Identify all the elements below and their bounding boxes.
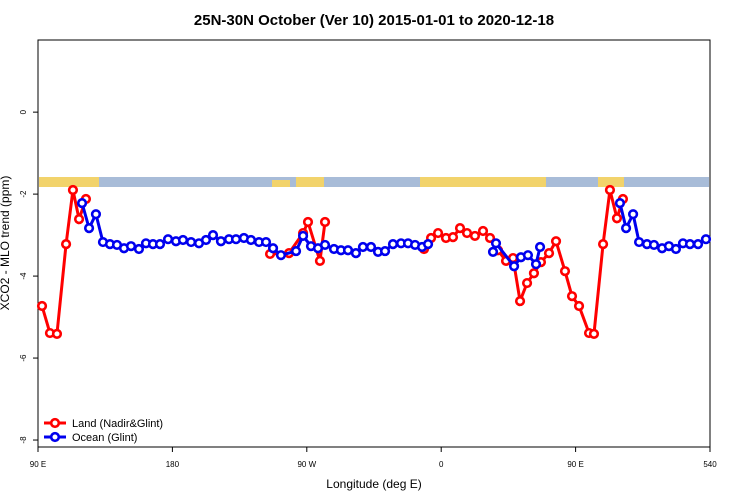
x-tick-label: 90 E	[567, 460, 583, 469]
y-tick-label: -2	[19, 190, 28, 198]
point	[200, 234, 212, 246]
point	[342, 245, 354, 256]
chart-title: 25N-30N October (Ver 10) 2015-01-01 to 2…	[194, 12, 554, 29]
land-ocean-strip	[39, 177, 709, 187]
point	[566, 291, 578, 302]
point	[534, 241, 546, 253]
point	[573, 300, 585, 312]
point	[297, 230, 309, 242]
x-tick-label: 90 W	[297, 460, 316, 469]
point	[67, 184, 79, 196]
plot-frame	[37, 39, 711, 448]
x-tick-label: 90 E	[30, 460, 46, 469]
point	[597, 239, 609, 250]
point	[454, 223, 466, 234]
point	[469, 230, 481, 242]
point	[620, 223, 632, 234]
point	[90, 209, 102, 220]
point	[133, 243, 145, 255]
point	[319, 216, 331, 228]
legend-label: Land (Nadir&Glint)	[72, 418, 163, 430]
point	[461, 227, 473, 239]
point	[73, 214, 85, 225]
point	[387, 239, 399, 250]
land-segment	[598, 177, 624, 187]
point	[365, 241, 377, 253]
point	[245, 234, 257, 246]
point	[125, 241, 137, 252]
point	[633, 236, 645, 248]
point	[530, 259, 542, 270]
y-tick-label: -4	[19, 272, 28, 280]
point	[83, 223, 95, 234]
land-segment	[296, 177, 324, 187]
point	[267, 243, 279, 254]
legend-swatch-marker	[49, 431, 61, 443]
point	[588, 328, 600, 339]
y-tick-label: -8	[19, 436, 28, 444]
point	[490, 238, 502, 249]
point	[521, 277, 533, 289]
point	[692, 239, 704, 250]
point	[604, 184, 616, 196]
point	[648, 239, 660, 251]
point	[528, 268, 540, 279]
land-segment	[39, 177, 99, 187]
y-tick-label: 0	[19, 109, 28, 114]
point	[543, 248, 555, 259]
point	[559, 266, 571, 277]
land-segment	[420, 177, 546, 187]
point	[627, 209, 639, 220]
point	[514, 295, 526, 307]
point	[700, 234, 712, 245]
point	[230, 234, 242, 245]
point	[508, 261, 520, 272]
y-axis-label: XCO2 - MLO trend (ppm)	[0, 176, 12, 311]
point	[76, 198, 88, 209]
land-segment	[272, 180, 290, 187]
point	[447, 232, 459, 243]
point	[60, 239, 72, 250]
point	[185, 236, 197, 248]
x-tick-label: 180	[166, 460, 180, 469]
point	[154, 239, 166, 250]
point	[260, 236, 272, 248]
point	[611, 213, 623, 224]
point	[550, 236, 562, 247]
legend-label: Ocean (Glint)	[72, 432, 137, 444]
x-axis-label: Longitude (deg E)	[326, 477, 421, 491]
point	[177, 234, 189, 246]
point	[290, 245, 302, 257]
point	[684, 239, 696, 250]
point	[36, 300, 48, 312]
point	[379, 245, 391, 257]
point	[302, 216, 314, 228]
y-tick-label: -6	[19, 354, 28, 362]
point	[215, 236, 227, 247]
point	[484, 232, 496, 244]
point	[477, 225, 489, 237]
point	[275, 250, 287, 261]
series-line	[80, 202, 707, 269]
point	[357, 241, 369, 253]
point	[319, 239, 331, 251]
point	[207, 229, 219, 241]
point	[162, 234, 174, 245]
point	[432, 227, 444, 239]
point	[51, 328, 63, 339]
point	[670, 243, 682, 255]
x-tick-label: 540	[703, 460, 717, 469]
point	[487, 246, 499, 258]
x-tick-label: 0	[439, 460, 444, 469]
point	[350, 248, 362, 259]
point	[614, 198, 626, 209]
point	[522, 250, 534, 261]
ocean-band	[39, 177, 709, 187]
legend-swatch-marker	[49, 417, 61, 429]
point	[422, 239, 434, 250]
point	[314, 255, 326, 267]
